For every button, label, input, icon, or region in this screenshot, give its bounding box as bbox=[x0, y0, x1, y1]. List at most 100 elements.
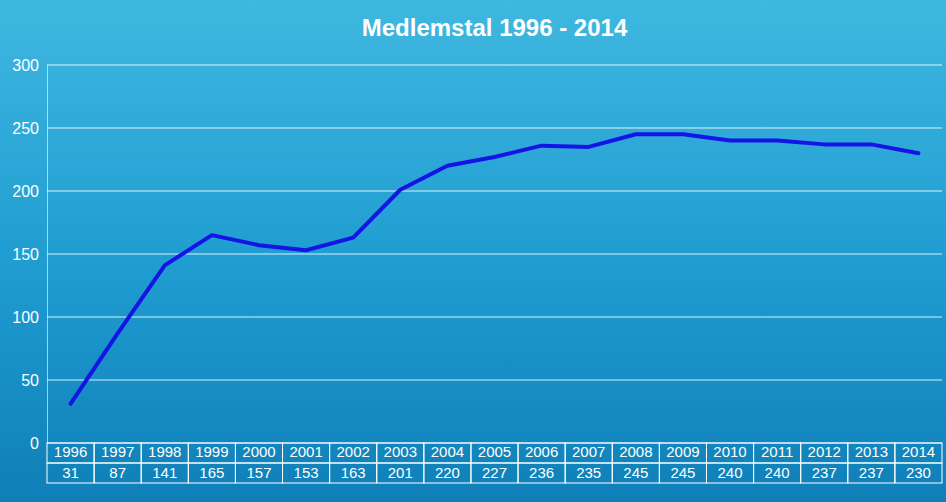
x-tick-label: 1998 bbox=[148, 443, 181, 460]
x-tick: 2001 bbox=[289, 443, 322, 460]
value-cell bbox=[895, 463, 942, 483]
x-tick-label: 2004 bbox=[431, 443, 464, 460]
x-axis: 1996 1997 1998 1999 2000 2001 2002 2003 2004 2005… bbox=[54, 443, 935, 460]
data-label: 165 bbox=[199, 464, 224, 481]
data-label: 153 bbox=[294, 464, 319, 481]
x-tick: 2010 bbox=[713, 443, 746, 460]
value-cell bbox=[377, 463, 424, 483]
value-cell bbox=[141, 463, 188, 483]
x-tick: 2007 bbox=[572, 443, 605, 460]
grid-line bbox=[47, 128, 942, 129]
y-tick: 300 bbox=[12, 57, 47, 74]
x-tick: 2012 bbox=[808, 443, 841, 460]
data-label: 87 bbox=[109, 464, 126, 481]
x-tick: 1999 bbox=[195, 443, 228, 460]
x-tick: 2009 bbox=[666, 443, 699, 460]
value-cell bbox=[706, 463, 753, 483]
category-cell bbox=[518, 443, 565, 463]
x-tick: 2004 bbox=[431, 443, 464, 460]
data-label: 237 bbox=[812, 464, 837, 481]
category-cell bbox=[471, 443, 518, 463]
x-tick-label: 2005 bbox=[478, 443, 511, 460]
y-axis-line bbox=[47, 66, 48, 444]
data-label: 245 bbox=[670, 464, 695, 481]
x-tick-label: 2003 bbox=[384, 443, 417, 460]
background bbox=[0, 0, 946, 502]
y-tick: 150 bbox=[12, 246, 47, 263]
category-cell bbox=[706, 443, 753, 463]
grid-line bbox=[47, 65, 942, 66]
data-label: 240 bbox=[765, 464, 790, 481]
data-label: 141 bbox=[152, 464, 177, 481]
category-cell bbox=[330, 443, 377, 463]
x-tick-label: 2014 bbox=[902, 443, 935, 460]
category-cell bbox=[801, 443, 848, 463]
x-tick: 2008 bbox=[619, 443, 652, 460]
grid-line bbox=[47, 317, 942, 318]
data-label: 230 bbox=[906, 464, 931, 481]
value-cell bbox=[424, 463, 471, 483]
data-label: 201 bbox=[388, 464, 413, 481]
category-cell bbox=[848, 443, 895, 463]
x-tick-label: 2011 bbox=[761, 443, 793, 460]
data-label: 235 bbox=[576, 464, 601, 481]
x-tick-label: 2001 bbox=[289, 443, 322, 460]
y-tick-label: 300 bbox=[12, 57, 39, 74]
category-cell bbox=[612, 443, 659, 463]
data-label: 157 bbox=[246, 464, 271, 481]
category-cell bbox=[235, 443, 282, 463]
x-tick: 2013 bbox=[855, 443, 888, 460]
x-tick: 2005 bbox=[478, 443, 511, 460]
category-cell bbox=[754, 443, 801, 463]
value-cell bbox=[283, 463, 330, 483]
x-tick-label: 1999 bbox=[195, 443, 228, 460]
x-tick: 2014 bbox=[902, 443, 935, 460]
category-cell bbox=[94, 443, 141, 463]
x-tick: 2003 bbox=[384, 443, 417, 460]
y-tick-label: 0 bbox=[30, 435, 39, 452]
category-cell bbox=[188, 443, 235, 463]
grid bbox=[47, 65, 942, 443]
data-labels: 3187141165157153163201220227236235245245… bbox=[62, 464, 931, 481]
marks bbox=[71, 134, 919, 404]
y-tick-label: 50 bbox=[21, 372, 39, 389]
value-cell bbox=[565, 463, 612, 483]
category-cell bbox=[424, 443, 471, 463]
x-tick-label: 2000 bbox=[242, 443, 275, 460]
x-tick: 1996 bbox=[54, 443, 87, 460]
category-cell bbox=[47, 443, 94, 463]
value-cell bbox=[612, 463, 659, 483]
x-tick: 2011 bbox=[761, 443, 793, 460]
x-tick-label: 2007 bbox=[572, 443, 605, 460]
data-label: 31 bbox=[62, 464, 79, 481]
y-tick-label: 200 bbox=[12, 183, 39, 200]
x-table bbox=[47, 443, 942, 483]
y-tick: 200 bbox=[12, 183, 47, 200]
x-tick-label: 2002 bbox=[336, 443, 369, 460]
data-label: 220 bbox=[435, 464, 460, 481]
x-tick: 1997 bbox=[101, 443, 134, 460]
x-tick: 1998 bbox=[148, 443, 181, 460]
category-cell bbox=[283, 443, 330, 463]
y-tick: 250 bbox=[12, 120, 47, 137]
x-tick: 2000 bbox=[242, 443, 275, 460]
value-cell bbox=[848, 463, 895, 483]
data-label: 227 bbox=[482, 464, 507, 481]
value-cell bbox=[330, 463, 377, 483]
category-cell bbox=[565, 443, 612, 463]
data-label: 237 bbox=[859, 464, 884, 481]
value-cell bbox=[47, 463, 94, 483]
y-axis: 0 50 100 150 200 250 300 bbox=[12, 57, 47, 452]
value-cell bbox=[94, 463, 141, 483]
x-tick-label: 1997 bbox=[101, 443, 134, 460]
y-tick: 0 bbox=[30, 435, 47, 452]
data-label: 163 bbox=[341, 464, 366, 481]
x-tick-label: 1996 bbox=[54, 443, 87, 460]
value-cell bbox=[754, 463, 801, 483]
value-cell bbox=[471, 463, 518, 483]
x-tick-label: 2012 bbox=[808, 443, 841, 460]
data-label: 245 bbox=[623, 464, 648, 481]
value-cell bbox=[801, 463, 848, 483]
y-tick: 100 bbox=[12, 309, 47, 326]
value-cell bbox=[188, 463, 235, 483]
